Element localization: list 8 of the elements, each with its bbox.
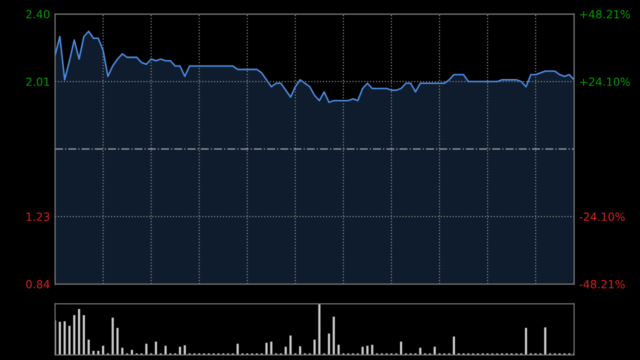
y-tick-label: 0.84	[26, 280, 50, 288]
y-tick-label: 2.40	[26, 10, 50, 18]
y2-tick-label: -24.10%	[579, 212, 625, 221]
y2-tick-label: +48.21%	[580, 10, 630, 18]
y2-tick-label: +24.10%	[580, 78, 630, 86]
y-tick-label: 2.01	[26, 78, 50, 86]
y-tick-label: 1.23	[26, 212, 50, 221]
y2-tick-label: -48.21%	[579, 280, 625, 288]
